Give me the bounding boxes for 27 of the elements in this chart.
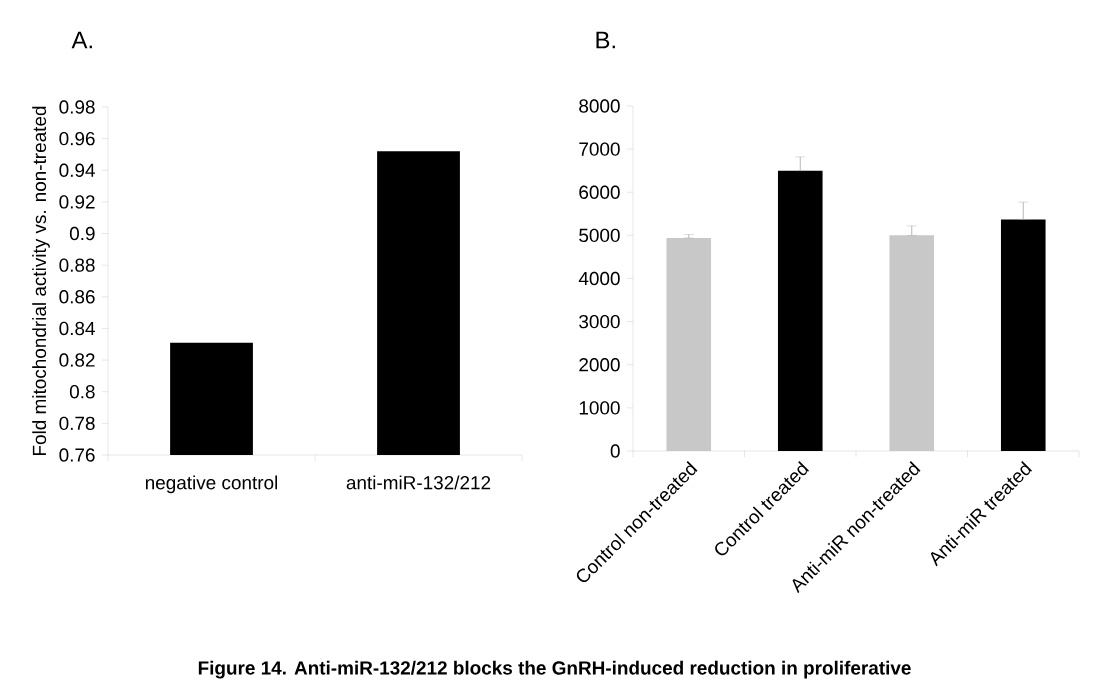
y-tick-label: 7000 (579, 142, 620, 156)
y-tick-label: 0.9 (69, 226, 95, 241)
y-tick-label: 0.98 (59, 100, 95, 114)
y-tick-label: 0 (610, 444, 620, 458)
y-tick-label: 1000 (579, 401, 620, 415)
y-tick-label: 0.86 (59, 290, 95, 304)
y-tick-label: 0.82 (59, 353, 95, 367)
caption: Figure 14. Anti-miR-132/212 blocks the GnRH-induced reduction in proliferative (198, 660, 911, 679)
y-axis-title: Fold mitochondrial activity vs. non-treated (32, 106, 50, 455)
x-tick-label: anti-miR-132/212 (346, 475, 491, 490)
y-tick-label: 8000 (579, 99, 620, 113)
y-tick-label: 0.96 (59, 131, 95, 146)
y-tick-label: 5000 (579, 228, 620, 243)
y-tick-label: 0.78 (59, 416, 95, 431)
y-tick-label: 0.92 (59, 195, 95, 209)
chart-title: A. (71, 31, 92, 49)
y-tick-label: 4000 (578, 271, 620, 286)
y-tick-label: 6000 (579, 185, 620, 199)
y-tick-label: 0.8 (69, 385, 95, 399)
chart-title: B. (596, 31, 615, 49)
y-tick-label: 2000 (579, 358, 620, 372)
y-tick-label: 0.94 (59, 163, 95, 177)
y-tick-label: 3000 (579, 314, 620, 329)
y-tick-label: 0.88 (59, 258, 95, 272)
x-tick-label: negative control (145, 475, 278, 494)
y-tick-label: 0.84 (59, 321, 95, 336)
y-tick-label: 0.76 (59, 448, 95, 462)
